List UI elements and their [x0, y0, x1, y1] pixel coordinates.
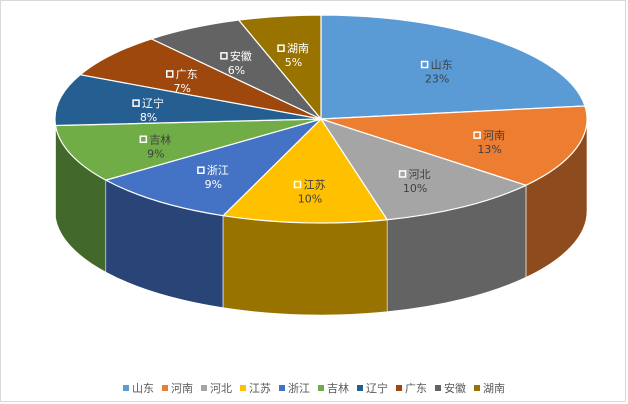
legend-label-1: 河南 — [171, 382, 193, 395]
slice-0 — [320, 14, 586, 120]
legend-item-0: 山东 — [123, 380, 154, 396]
legend-label-7: 广东 — [405, 382, 427, 395]
slice-5 — [54, 118, 322, 181]
data-label-value-4: 9% — [205, 178, 222, 191]
legend-item-9: 湖南 — [474, 380, 505, 396]
data-label-swatch-7 — [166, 70, 174, 78]
data-label-8: 安徽6% — [220, 49, 252, 77]
legend-swatch-0 — [123, 385, 129, 391]
data-label-value-8: 6% — [228, 64, 245, 77]
data-label-6: 辽宁8% — [132, 96, 164, 124]
data-label-value-9: 5% — [285, 56, 302, 69]
pie-sides — [54, 118, 588, 316]
data-label-swatch-8 — [220, 52, 228, 60]
legend-swatch-9 — [474, 385, 480, 391]
data-label-category-3: 江苏 — [303, 179, 325, 192]
legend-swatch-2 — [201, 385, 207, 391]
legend-item-3: 江苏 — [240, 380, 271, 396]
data-label-value-6: 8% — [140, 111, 157, 124]
legend-swatch-5 — [318, 385, 324, 391]
slice-9 — [238, 14, 322, 120]
data-label-value-3: 10% — [298, 193, 322, 206]
legend-swatch-6 — [357, 385, 363, 391]
legend-label-3: 江苏 — [249, 382, 271, 395]
data-label-value-7: 7% — [174, 82, 191, 95]
data-label-category-7: 广东 — [176, 68, 198, 81]
legend-swatch-8 — [435, 385, 441, 391]
legend-item-6: 辽宁 — [357, 380, 388, 396]
legend-item-2: 河北 — [201, 380, 232, 396]
legend: 山东 河南 河北 江苏 浙江 吉林 辽宁 广东 安徽 湖南 — [1, 380, 627, 396]
data-label-category-4: 浙江 — [207, 164, 229, 177]
legend-label-5: 吉林 — [327, 382, 349, 395]
data-label-category-0: 山东 — [431, 59, 453, 72]
legend-item-5: 吉林 — [318, 380, 349, 396]
data-label-value-5: 9% — [147, 147, 164, 160]
data-label-swatch-2 — [398, 170, 407, 178]
data-labels: 山东23%河南13%河北10%江苏10%浙江9%吉林9%辽宁8%广东7%安徽6%… — [132, 42, 505, 206]
legend-label-9: 湖南 — [483, 382, 505, 395]
data-label-category-9: 湖南 — [287, 42, 309, 55]
slice-6 — [54, 74, 322, 127]
slice-1 — [320, 105, 588, 186]
slice-side-3 — [222, 215, 388, 316]
data-label-category-1: 河南 — [483, 129, 505, 142]
slice-3 — [222, 118, 388, 224]
legend-item-1: 河南 — [162, 380, 193, 396]
legend-item-7: 广东 — [396, 380, 427, 396]
data-label-value-2: 10% — [403, 182, 427, 195]
data-label-value-1: 13% — [477, 143, 501, 156]
legend-label-8: 安徽 — [444, 382, 466, 395]
legend-item-4: 浙江 — [279, 380, 310, 396]
data-label-swatch-1 — [473, 131, 481, 139]
data-label-value-0: 23% — [425, 73, 449, 86]
legend-label-4: 浙江 — [288, 382, 310, 395]
data-label-5: 吉林9% — [139, 132, 171, 160]
data-label-category-5: 吉林 — [149, 132, 171, 146]
data-label-category-8: 安徽 — [230, 49, 252, 63]
legend-swatch-4 — [279, 385, 285, 391]
legend-label-0: 山东 — [132, 382, 154, 395]
slice-7 — [79, 38, 322, 120]
data-label-swatch-3 — [293, 180, 302, 189]
legend-item-8: 安徽 — [435, 380, 466, 396]
data-label-swatch-6 — [132, 99, 140, 107]
legend-swatch-3 — [240, 385, 246, 391]
data-label-swatch-4 — [197, 166, 205, 174]
data-label-7: 广东7% — [166, 68, 198, 95]
data-label-9: 湖南5% — [277, 42, 309, 69]
slice-4 — [105, 118, 322, 217]
legend-swatch-7 — [396, 385, 402, 391]
legend-label-2: 河北 — [210, 382, 232, 395]
legend-swatch-1 — [162, 385, 168, 391]
data-label-swatch-0 — [420, 60, 429, 69]
data-label-4: 浙江9% — [197, 164, 229, 191]
slice-2 — [320, 118, 527, 221]
data-label-category-6: 辽宁 — [142, 96, 164, 110]
pie-slices — [54, 14, 588, 224]
legend-label-6: 辽宁 — [366, 382, 388, 395]
data-label-swatch-5 — [139, 135, 148, 144]
data-label-swatch-9 — [277, 44, 285, 52]
data-label-category-2: 河北 — [409, 168, 431, 181]
